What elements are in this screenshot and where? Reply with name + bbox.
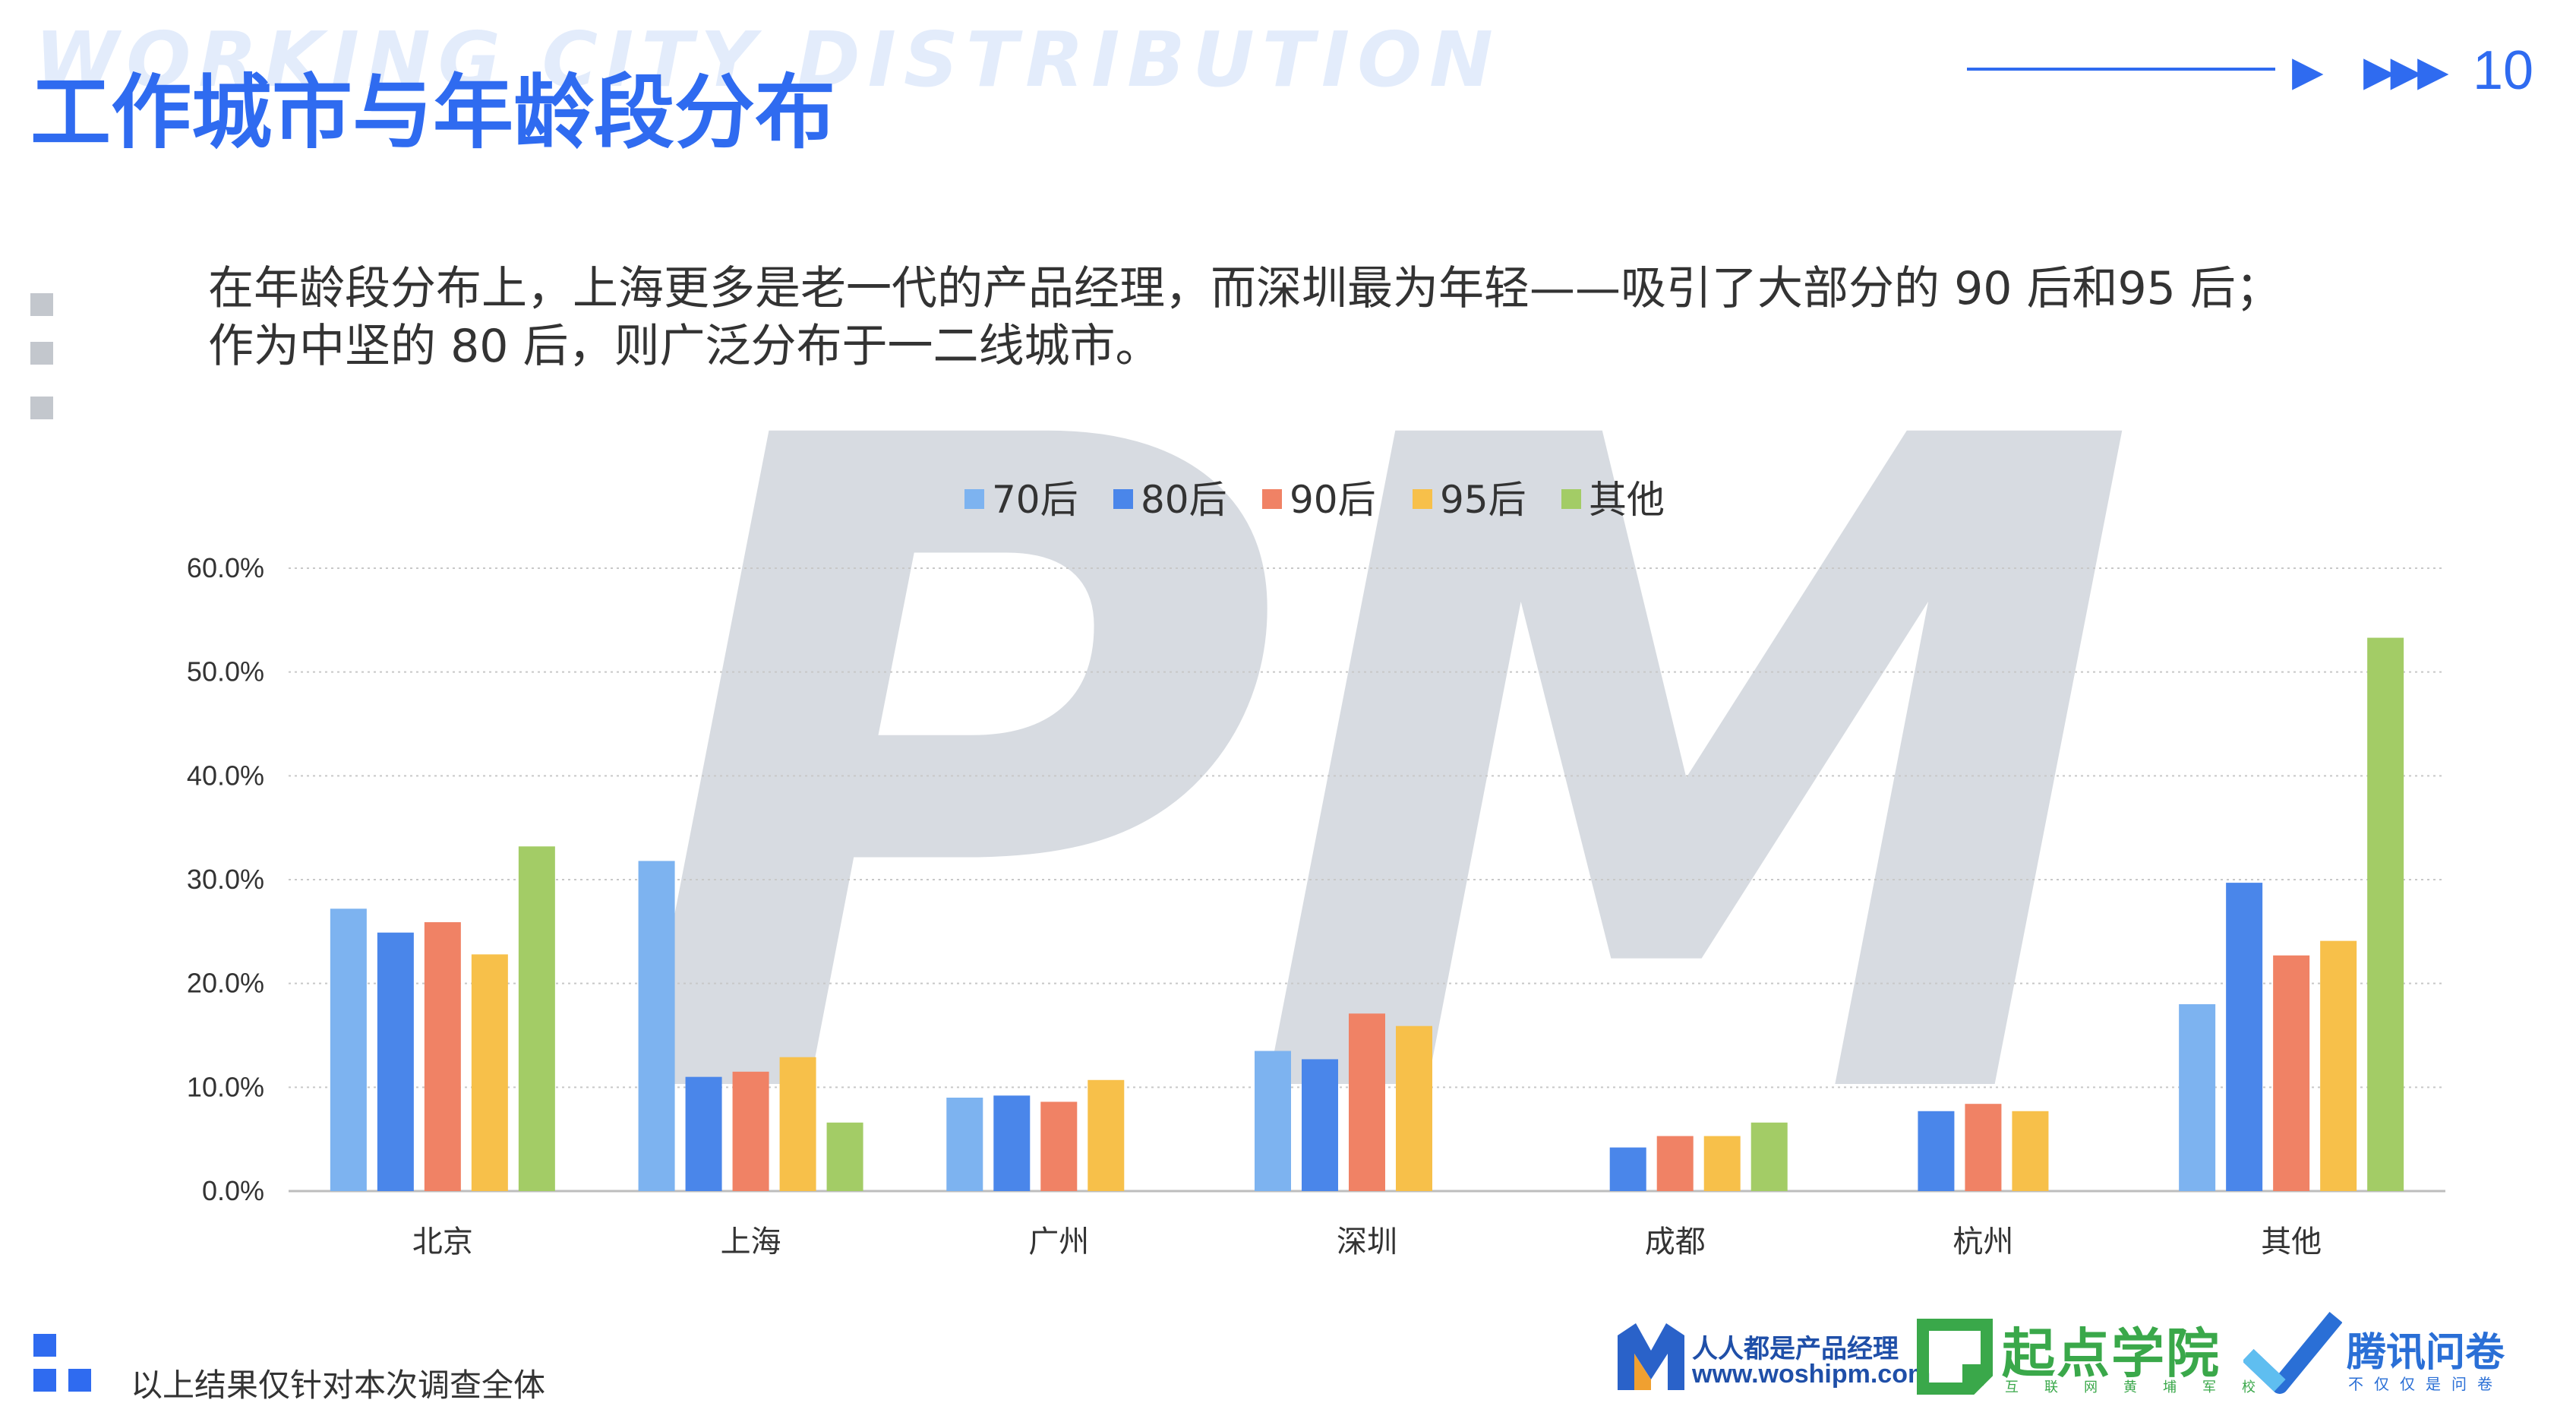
bar bbox=[471, 954, 508, 1191]
woshipm-logo-url: www.woshipm.com bbox=[1692, 1360, 1931, 1389]
bar bbox=[2012, 1111, 2049, 1191]
tencent-wj-logo-sub: 不仅仅是问卷 bbox=[2348, 1375, 2503, 1393]
bar bbox=[2367, 637, 2404, 1191]
bar bbox=[1255, 1051, 1291, 1191]
bar bbox=[2226, 883, 2263, 1191]
x-category-label: 上海 bbox=[721, 1224, 781, 1259]
bar bbox=[1349, 1013, 1385, 1191]
bar bbox=[685, 1076, 722, 1191]
tencent-wj-logo-name: 腾讯问卷 bbox=[2347, 1330, 2505, 1376]
y-tick-label: 20.0% bbox=[187, 968, 264, 999]
description-line-1: 在年龄段分布上，上海更多是老一代的产品经理，而深圳最为年轻——吸引了大部分的 9… bbox=[208, 262, 2281, 315]
qidian-logo-name: 起点学院 bbox=[2002, 1322, 2221, 1385]
bullet-square-icon bbox=[30, 397, 53, 419]
y-tick-label: 0.0% bbox=[202, 1175, 264, 1206]
legend-label: 90后 bbox=[1290, 478, 1376, 522]
bar bbox=[779, 1057, 816, 1191]
qidian-logo-icon bbox=[1917, 1319, 1993, 1395]
x-category-label: 杭州 bbox=[1953, 1224, 2013, 1259]
footer-note: 以上结果仅针对本次调查全体 bbox=[131, 1367, 546, 1404]
woshipm-logo-icon bbox=[1618, 1323, 1684, 1390]
x-category-label: 广州 bbox=[1028, 1224, 1089, 1259]
bar bbox=[1918, 1111, 1955, 1191]
woshipm-logo-name: 人人都是产品经理 bbox=[1692, 1334, 1899, 1364]
page-title: 工作城市与年龄段分布 bbox=[30, 66, 835, 160]
bar bbox=[2273, 955, 2310, 1191]
legend-swatch bbox=[964, 489, 984, 509]
legend-label: 70后 bbox=[992, 478, 1078, 522]
y-tick-label: 30.0% bbox=[187, 864, 264, 895]
legend-swatch bbox=[1262, 489, 1282, 509]
legend-label: 95后 bbox=[1440, 478, 1526, 522]
y-tick-label: 40.0% bbox=[187, 760, 264, 791]
bar bbox=[638, 861, 675, 1191]
bullet-square-icon bbox=[30, 293, 53, 316]
bar bbox=[1609, 1147, 1646, 1191]
y-tick-label: 10.0% bbox=[187, 1071, 264, 1102]
bar bbox=[1040, 1101, 1078, 1191]
bar bbox=[518, 846, 555, 1191]
tencent-wj-checkmark-icon bbox=[2243, 1312, 2342, 1394]
bar bbox=[1396, 1025, 1432, 1191]
bar bbox=[1656, 1136, 1694, 1191]
bullet-square-icon bbox=[30, 342, 53, 365]
legend-label: 其他 bbox=[1589, 478, 1665, 522]
page-number: 10 bbox=[2473, 40, 2534, 101]
bar bbox=[1302, 1059, 1338, 1191]
legend-label: 80后 bbox=[1141, 478, 1227, 522]
bar bbox=[1088, 1079, 1125, 1191]
bar bbox=[732, 1071, 769, 1191]
arrow-right-icon: ▶ bbox=[2292, 47, 2324, 95]
triple-arrow-icon: ▶▶▶ bbox=[2363, 47, 2449, 95]
legend-swatch bbox=[1413, 489, 1432, 509]
qidian-logo-sub: 互联网黄埔军校 bbox=[2005, 1379, 2281, 1395]
x-category-label: 深圳 bbox=[1337, 1224, 1397, 1259]
footer-square-icon bbox=[33, 1334, 56, 1357]
x-category-label: 其他 bbox=[2261, 1224, 2322, 1259]
x-category-label: 成都 bbox=[1645, 1224, 1706, 1259]
description: 在年龄段分布上，上海更多是老一代的产品经理，而深圳最为年轻——吸引了大部分的 9… bbox=[208, 260, 2532, 375]
legend-swatch bbox=[1561, 489, 1581, 509]
bar bbox=[377, 932, 414, 1191]
description-line-2: 作为中坚的 80 后，则广泛分布于一二线城市。 bbox=[208, 320, 1161, 373]
bar bbox=[330, 908, 367, 1191]
footer-square-icon bbox=[68, 1369, 91, 1392]
bar bbox=[826, 1122, 863, 1191]
background-title: WORKING CITY DISTRIBUTION bbox=[35, 15, 1501, 104]
bar bbox=[1703, 1136, 1741, 1191]
legend-swatch bbox=[1113, 489, 1133, 509]
y-tick-label: 50.0% bbox=[187, 656, 264, 687]
bar bbox=[2320, 940, 2357, 1191]
bar bbox=[1965, 1104, 2002, 1191]
header-divider-line bbox=[1967, 68, 2275, 71]
y-tick-label: 60.0% bbox=[187, 552, 264, 583]
bar bbox=[993, 1095, 1031, 1191]
bar bbox=[424, 922, 461, 1191]
bar bbox=[1750, 1122, 1788, 1191]
bar bbox=[946, 1098, 983, 1191]
footer-square-icon bbox=[33, 1369, 56, 1392]
bar bbox=[2179, 1004, 2216, 1191]
x-category-label: 北京 bbox=[412, 1224, 473, 1259]
